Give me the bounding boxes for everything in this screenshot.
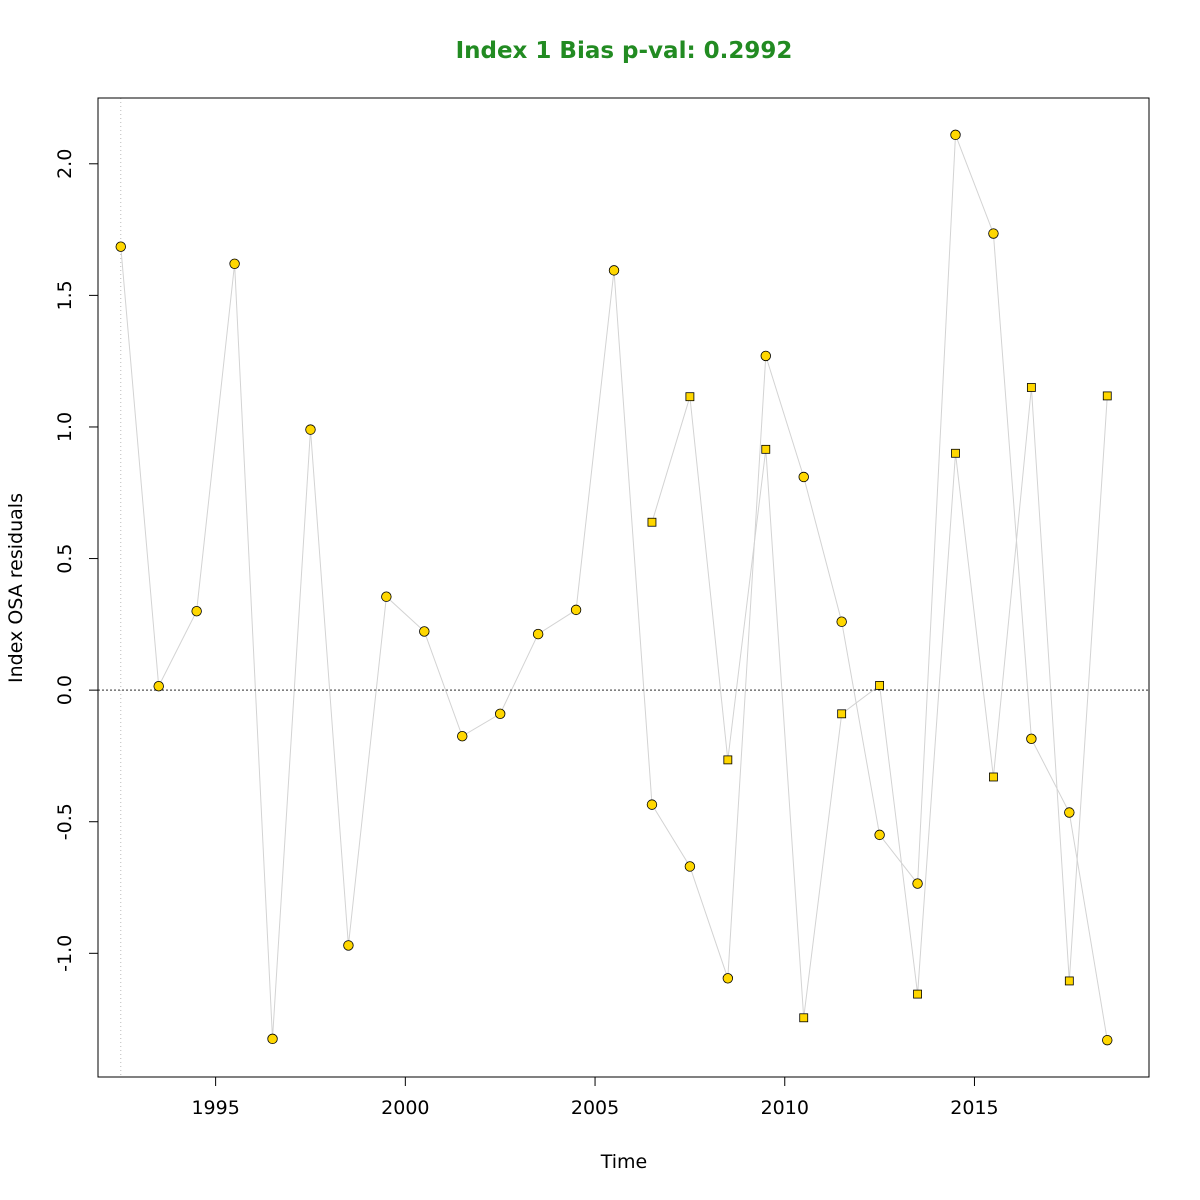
x-tick-label: 2005 <box>571 1097 619 1119</box>
series-2-point <box>723 755 733 765</box>
x-axis-label: Time <box>600 1151 648 1173</box>
series-2-point <box>647 517 657 527</box>
series-2-point <box>799 1013 809 1023</box>
data-points <box>115 129 1113 1046</box>
series-1-point <box>532 628 544 640</box>
y-tick-label: 1.0 <box>54 412 76 442</box>
series-2-point <box>989 772 998 782</box>
series-1-point <box>229 258 240 269</box>
series-2-point <box>1026 383 1036 392</box>
y-tick-label: 0.0 <box>54 675 76 705</box>
y-tick-label: 2.0 <box>54 149 76 179</box>
x-tick-label: 2015 <box>950 1097 998 1119</box>
series-2-point <box>1102 391 1112 401</box>
series-1-point <box>115 241 126 252</box>
y-tick-label: 1.5 <box>54 280 76 310</box>
x-tick-label: 1995 <box>191 1097 239 1119</box>
series-1-point <box>760 350 771 362</box>
series-1-point <box>381 591 392 602</box>
series-1-point <box>874 829 885 841</box>
series-1-point <box>684 861 696 872</box>
plot-frame <box>97 97 1150 1078</box>
x-tick-label: 2010 <box>761 1097 809 1119</box>
series-1-point <box>343 940 354 951</box>
series-1-point <box>722 973 734 984</box>
series-1-point <box>419 626 430 637</box>
series-1-point <box>494 708 506 720</box>
series-1-point <box>153 680 164 692</box>
chart-title: Index 1 Bias p-val: 0.2992 <box>456 38 793 64</box>
series-1-point <box>608 265 620 276</box>
series-1-point <box>1102 1034 1113 1046</box>
x-axis: 1995 2000 2005 2010 2015 <box>191 1077 999 1119</box>
series-2-point <box>875 681 885 690</box>
series-1-point <box>950 129 961 141</box>
series-1-point <box>836 616 847 627</box>
y-tick-label: -0.5 <box>54 803 76 840</box>
series-1-point <box>570 604 582 616</box>
series-1-point <box>191 605 202 617</box>
series-2-point <box>761 444 771 454</box>
series-2-point <box>951 448 960 458</box>
series-1-point <box>457 730 468 742</box>
y-tick-label: -1.0 <box>54 935 76 972</box>
x-tick-label: 2000 <box>381 1097 429 1119</box>
y-tick-label: 0.5 <box>54 543 76 573</box>
y-axis-label: Index OSA residuals <box>5 493 27 683</box>
series-1-point <box>646 799 658 810</box>
series-2-point <box>913 989 922 999</box>
series-2-point <box>1064 976 1074 986</box>
series-2-point <box>685 392 695 402</box>
reference-lines <box>98 98 1149 1077</box>
series-1-point <box>305 424 316 435</box>
series-1-point <box>267 1033 278 1045</box>
y-axis: -1.0 -0.5 0.0 0.5 1.0 1.5 2.0 <box>54 149 98 972</box>
series-1-point <box>988 228 999 239</box>
series-1-point <box>1026 733 1037 745</box>
series-2-point <box>837 709 847 719</box>
series-1-point <box>798 471 809 483</box>
series-1-point <box>912 878 923 889</box>
series-1-point <box>1064 807 1075 818</box>
